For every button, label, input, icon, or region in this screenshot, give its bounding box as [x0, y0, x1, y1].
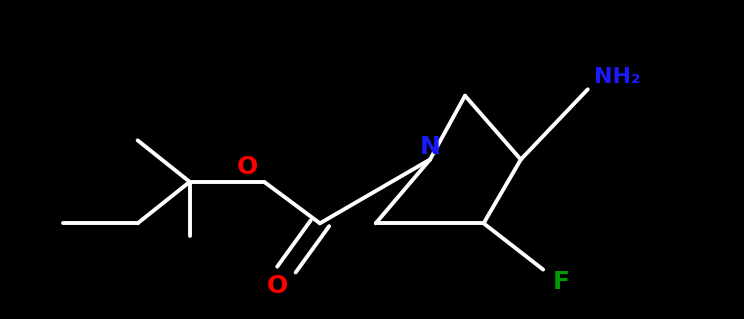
Text: N: N	[420, 135, 440, 159]
Text: O: O	[267, 273, 288, 298]
Text: NH₂: NH₂	[594, 67, 641, 86]
Text: O: O	[237, 155, 258, 180]
Text: F: F	[554, 270, 570, 294]
